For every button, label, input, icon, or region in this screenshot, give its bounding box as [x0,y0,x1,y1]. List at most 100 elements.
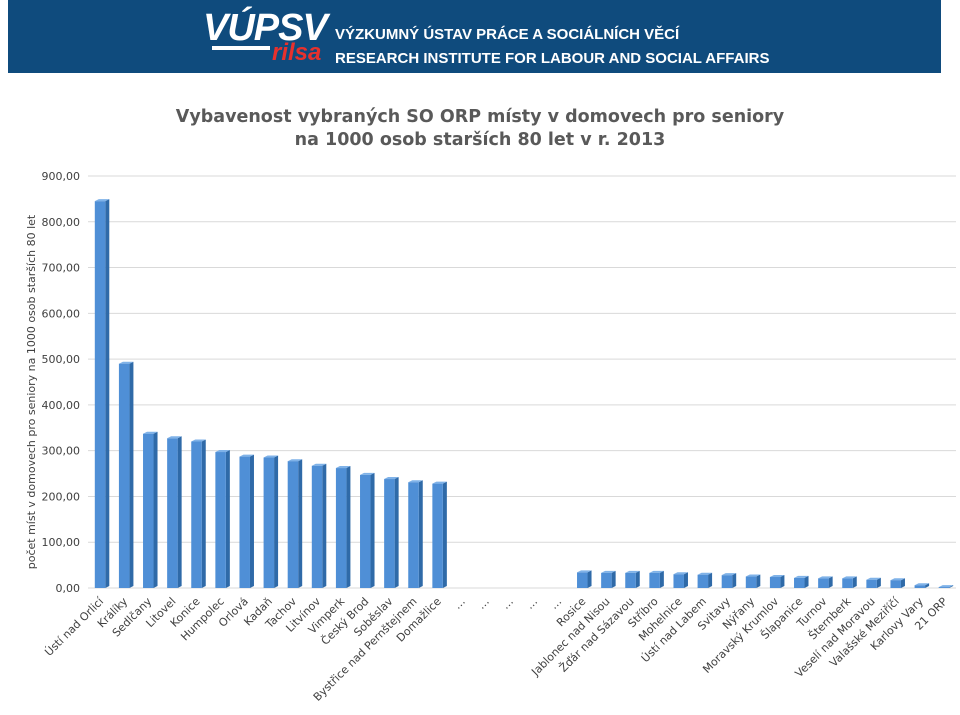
bar-side [683,572,688,588]
bar-side [828,576,833,588]
bar-front [335,468,347,588]
bar-top [287,459,303,462]
bar-front [938,587,950,588]
bar-front [673,574,684,588]
y-tick-label: 300,00 [42,445,81,458]
bar-side [804,575,809,588]
bar-front [842,578,853,588]
bar-side [852,576,857,588]
bar-side [780,575,785,588]
bar-top [94,199,110,202]
bar-side [442,481,447,588]
bar-front [577,572,588,588]
bar-top [890,578,905,581]
y-tick-label: 100,00 [42,536,81,549]
bar-side [587,570,592,588]
bar-front [432,483,443,588]
bar-front [118,363,130,588]
bar-front [601,572,612,588]
bar-side [129,361,134,588]
bar-top [601,570,616,573]
x-tick-label: … [451,595,468,612]
bar-front [745,576,757,588]
bar [577,570,592,588]
logo-vupsv: VÚPSV [203,7,328,49]
bar-top [384,477,399,480]
bar-top [866,577,881,580]
bar-side [370,472,375,588]
bar [914,583,930,588]
bar-side [949,585,954,588]
x-tick-label: … [523,595,540,612]
bar-front [866,579,877,588]
bar-front [311,465,323,588]
bar-top [794,575,809,578]
bar-side [756,574,761,588]
bar-side [153,431,158,588]
bar-side [659,570,664,588]
institute-name-cz: VÝZKUMNÝ ÚSTAV PRÁCE A SOCIÁLNÍCH VĚCÍ [335,26,680,43]
y-axis-label: počet míst v domovech pro seniory na 100… [25,214,38,569]
bar-top [673,572,688,575]
bar-top [769,575,785,578]
bar-side [225,450,230,588]
bar-side [322,463,327,588]
bar [673,572,688,588]
bar-side [925,583,930,588]
bar-top [191,439,206,442]
bar-front [143,433,154,588]
logo-rule [212,46,270,50]
bar-top [842,576,857,579]
bar [769,575,785,588]
bar-top [118,361,134,364]
bar [191,439,206,588]
bar-side [346,466,351,588]
x-tick-label: … [547,595,564,612]
bar-side [394,477,399,588]
x-tick-label: … [499,595,516,612]
bar [118,361,134,588]
bar-side [418,480,423,588]
bar-top [167,436,182,439]
bar [239,454,254,588]
bar-side [177,436,182,588]
header-banner [8,0,941,73]
bar-front [408,482,419,588]
bar [601,570,616,588]
bar-top [215,450,230,453]
bar [842,576,857,588]
y-tick-label: 900,00 [42,170,81,183]
y-tick-label: 800,00 [42,216,81,229]
bar-side [201,439,206,588]
bar-side [708,572,713,588]
bar [384,477,399,588]
bar-top [408,480,423,483]
bar [335,466,351,588]
bar-top [745,574,761,577]
bar-front [769,577,781,588]
chart-title-line2: na 1000 osob starších 80 let v r. 2013 [295,130,666,150]
y-tick-label: 500,00 [42,353,81,366]
y-tick-label: 700,00 [42,262,81,275]
bar-front [890,580,901,588]
bar [938,585,954,588]
bar-front [818,578,829,588]
bar-front [191,441,202,588]
bar-front [914,585,926,588]
logo-rilsa: rilsa [272,39,322,66]
bar [697,572,713,588]
bar-front [625,572,636,588]
bar-top [239,454,254,457]
chart-area: Vybavenost vybraných SO ORP místy v domo… [21,90,958,707]
bar-side [635,570,640,588]
bar [360,472,375,588]
bar-side [876,577,881,588]
bar-top [818,576,833,579]
institute-name-en: RESEARCH INSTITUTE FOR LABOUR AND SOCIAL… [335,50,770,67]
bar [167,436,182,588]
bar-top [432,481,447,484]
bar [408,480,423,588]
bar [263,455,279,588]
bar-top [914,583,930,586]
bar-front [360,474,371,588]
